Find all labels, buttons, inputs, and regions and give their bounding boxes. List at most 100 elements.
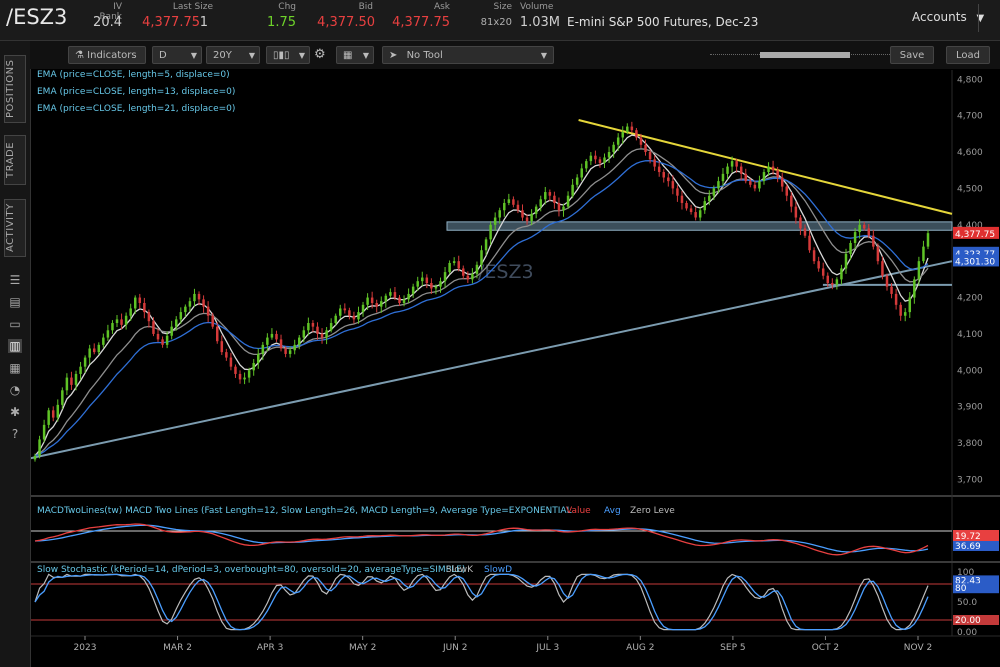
candle: [425, 274, 429, 289]
chart-icon[interactable]: ▥: [8, 339, 22, 353]
price-tick-label: 4,700: [957, 112, 983, 122]
macd-avg-label: 36.69: [955, 542, 981, 552]
candle: [238, 370, 242, 384]
time-scroll-thumb[interactable]: [760, 52, 850, 58]
candle-body: [703, 201, 706, 211]
candle-body: [106, 330, 110, 338]
candle-body: [439, 281, 442, 287]
candle: [726, 163, 729, 180]
price-tick-label: 4,000: [957, 366, 983, 376]
price-label: 4,301.30: [955, 257, 995, 267]
stochastic-panel[interactable]: Slow Stochastic (kPeriod=14, dPeriod=3, …: [30, 565, 999, 638]
candle: [411, 283, 415, 298]
ema-21-line: [34, 160, 929, 457]
candle-body: [411, 286, 415, 294]
candle-body: [780, 177, 784, 187]
gauge-icon[interactable]: ◔: [9, 383, 21, 397]
candle: [698, 207, 702, 221]
candle-body: [316, 326, 319, 334]
candle-body: [88, 348, 91, 358]
candle-body: [462, 268, 465, 276]
layout-select[interactable]: ▦ ▼: [336, 46, 374, 64]
candle: [402, 295, 406, 307]
macd-panel[interactable]: MACDTwoLines(tw) MACD Two Lines (Fast Le…: [30, 506, 1000, 563]
candle: [393, 287, 397, 301]
candle: [657, 161, 661, 177]
candle: [785, 184, 789, 202]
tab-trade[interactable]: TRADE: [4, 135, 26, 185]
candle: [316, 322, 319, 340]
candle: [794, 201, 798, 224]
candle: [844, 248, 848, 274]
macd-value-line: [34, 523, 929, 556]
candle: [835, 277, 839, 290]
candle-body: [65, 377, 69, 391]
grid-icon[interactable]: ▦: [9, 361, 21, 375]
time-tick-label: NOV 2: [904, 643, 932, 653]
indicators-button[interactable]: ⚗ Indicators: [68, 46, 146, 64]
price-panel[interactable]: 4,8004,7004,6004,5004,4004,3004,2004,100…: [29, 70, 1000, 636]
stochastic-legend-slowd: SlowD: [484, 565, 512, 575]
iv-rank-label: IV Rank: [99, 2, 123, 22]
settings-icon[interactable]: ✱: [9, 405, 21, 419]
candle: [562, 203, 565, 217]
tab-positions[interactable]: POSITIONS: [4, 55, 26, 123]
candle: [721, 168, 725, 187]
candle-body: [83, 357, 87, 367]
candle-body: [325, 330, 328, 338]
tab-activity[interactable]: ACTIVITY: [4, 199, 26, 257]
load-button[interactable]: Load: [946, 46, 990, 64]
ema-study-label: EMA (price=CLOSE, length=21, displace=0): [37, 104, 235, 114]
candle: [648, 149, 652, 164]
candle: [557, 197, 561, 217]
candle-body: [220, 341, 224, 353]
candle-body: [653, 159, 656, 167]
price-label-bg: [953, 226, 999, 239]
candle-body: [270, 333, 274, 338]
candle-body: [115, 319, 119, 324]
accounts-button[interactable]: Accounts ▼: [912, 10, 984, 24]
candle: [421, 271, 424, 286]
candle: [525, 214, 529, 225]
candle: [676, 185, 679, 202]
candle-body: [648, 152, 652, 160]
document-icon[interactable]: ▤: [9, 295, 21, 309]
candle-body: [785, 186, 789, 196]
time-tick-label: MAY 2: [349, 643, 376, 653]
candle-body: [111, 323, 114, 331]
chart-style-select[interactable]: ▯▮▯ ▼: [266, 46, 310, 64]
candle: [735, 158, 738, 173]
oversold-value-bg: [953, 615, 999, 625]
drawing-tool-select[interactable]: ➤ No Tool ▼: [382, 46, 554, 64]
candle: [106, 324, 110, 341]
candle-body: [184, 306, 187, 313]
candle-body: [174, 319, 178, 327]
candle: [448, 260, 451, 275]
monitor-icon[interactable]: ▭: [9, 317, 21, 331]
ema-13-line: [34, 148, 929, 457]
time-tick-label: APR 3: [257, 643, 283, 653]
candle: [639, 133, 643, 149]
range-select[interactable]: 20Y ▼: [206, 46, 260, 64]
gear-icon[interactable]: ⚙: [314, 47, 326, 62]
macd-legend-value: Value: [566, 506, 591, 516]
period-select[interactable]: D ▼: [152, 46, 202, 64]
candle-body: [320, 333, 324, 338]
candle-body: [361, 304, 365, 313]
chevron-down-icon: ▼: [362, 51, 369, 60]
candle: [38, 435, 41, 459]
candle: [685, 200, 688, 211]
symbol-label[interactable]: /ESZ3: [6, 5, 68, 29]
save-button[interactable]: Save: [890, 46, 934, 64]
help-icon[interactable]: ?: [11, 427, 19, 441]
candle-body: [644, 144, 647, 153]
candle-body: [389, 292, 392, 296]
candle: [885, 273, 889, 291]
candle-body: [908, 297, 912, 313]
candle: [616, 133, 620, 151]
change-label: Chg: [278, 2, 296, 12]
candle-body: [493, 217, 497, 225]
candle: [566, 191, 570, 209]
list-icon[interactable]: ☰: [9, 273, 21, 287]
candle-body: [557, 202, 561, 211]
